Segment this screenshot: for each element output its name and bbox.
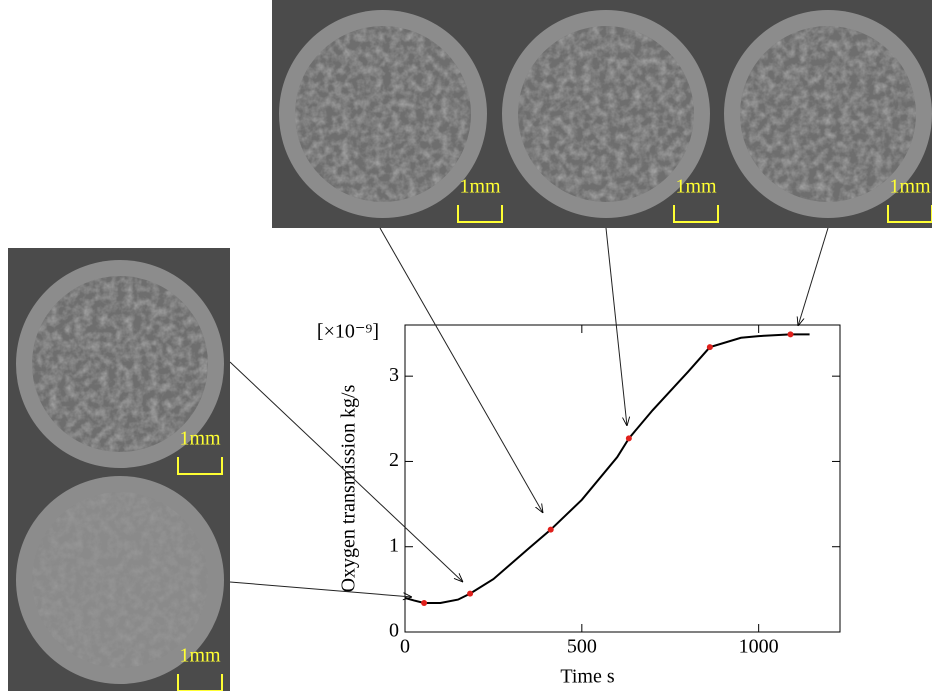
sample-texture bbox=[32, 492, 208, 668]
scale-label: 1mm bbox=[675, 176, 717, 198]
plot-frame bbox=[405, 325, 840, 632]
x-tick-label: 500 bbox=[567, 636, 597, 658]
curve bbox=[405, 334, 810, 603]
x-tick-label: 1000 bbox=[739, 636, 779, 658]
sample-point bbox=[787, 331, 793, 337]
sample-point bbox=[626, 435, 632, 441]
figure: 1mm 1mm 1mm 1mm 1mm 0 500 1000 0 1 2 3 Time s Oxygen… bbox=[0, 0, 932, 691]
y-axis-label: Oxygen transmission kg/s bbox=[338, 384, 360, 592]
sample-point bbox=[421, 600, 427, 606]
chart: 0 500 1000 0 1 2 3 Time s Oxygen transmission kg… bbox=[317, 321, 840, 688]
y-multiplier: [×10⁻⁹] bbox=[317, 321, 379, 343]
arrow bbox=[798, 228, 828, 326]
y-tick-label: 2 bbox=[389, 449, 399, 471]
x-tick-label: 0 bbox=[400, 636, 410, 658]
sample-point bbox=[467, 591, 473, 597]
x-axis-label: Time s bbox=[560, 666, 615, 688]
y-tick-label: 0 bbox=[389, 620, 399, 642]
y-tick-label: 3 bbox=[389, 364, 399, 386]
ct-images: 1mm 1mm 1mm 1mm 1mm bbox=[8, 0, 932, 691]
sample-point bbox=[707, 344, 713, 350]
scale-label: 1mm bbox=[889, 176, 931, 198]
scale-label: 1mm bbox=[459, 176, 501, 198]
arrow bbox=[230, 582, 412, 597]
arrows bbox=[230, 228, 828, 597]
y-tick-label: 1 bbox=[389, 534, 399, 556]
sample-texture bbox=[518, 26, 694, 202]
scale-label: 1mm bbox=[179, 428, 221, 450]
arrow bbox=[606, 228, 627, 426]
arrow bbox=[380, 228, 543, 513]
scale-label: 1mm bbox=[179, 645, 221, 667]
sample-texture bbox=[32, 276, 208, 452]
sample-point bbox=[548, 527, 554, 533]
sample-texture bbox=[295, 26, 471, 202]
